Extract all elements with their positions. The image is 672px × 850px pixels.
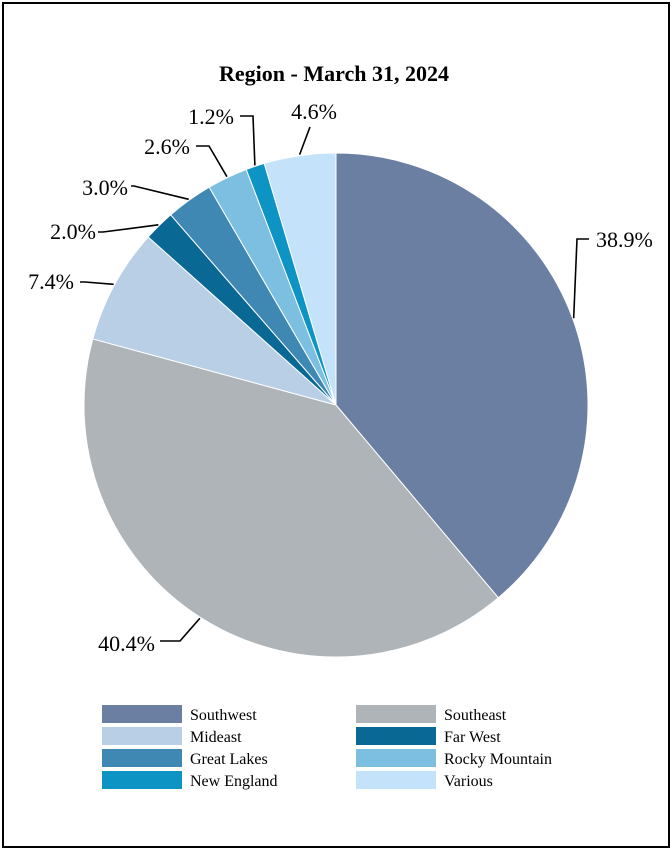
data-label-rocky-mountain: 2.6% — [144, 134, 190, 159]
legend-label-rocky-mountain: Rocky Mountain — [444, 751, 552, 768]
leader-line-great-lakes — [131, 185, 189, 201]
legend-item-southwest: Southwest — [102, 705, 257, 724]
data-label-southwest: 38.9% — [596, 227, 653, 252]
leader-lines — [80, 115, 589, 642]
leader-line-rocky-mountain — [196, 145, 228, 178]
legend-swatch-great-lakes — [102, 749, 182, 767]
leader-line-southwest — [572, 238, 589, 319]
leader-line-new-england — [240, 115, 256, 166]
legend-label-southwest: Southwest — [190, 707, 257, 724]
legend-swatch-southwest — [102, 705, 182, 723]
data-label-southeast: 40.4% — [98, 631, 155, 656]
leader-line-various — [298, 126, 311, 155]
chart-title: Region - March 31, 2024 — [219, 61, 449, 86]
legend-item-various: Various — [356, 771, 493, 790]
legend-label-new-england: New England — [190, 773, 278, 790]
pie-slice-mideast — [92, 236, 337, 406]
pie-slice-southwest — [335, 152, 589, 599]
data-label-great-lakes: 3.0% — [82, 175, 128, 200]
pie-slice-southeast — [83, 338, 500, 658]
data-label-mideast: 7.4% — [28, 269, 74, 294]
leader-line-far-west — [98, 224, 159, 233]
legend-label-southeast: Southeast — [444, 707, 507, 724]
legend-label-various: Various — [444, 773, 493, 790]
legend-label-far-west: Far West — [444, 729, 501, 746]
pie-slices — [83, 152, 589, 658]
legend-item-rocky-mountain: Rocky Mountain — [356, 749, 552, 768]
legend-swatch-various — [356, 771, 436, 789]
legend-swatch-new-england — [102, 771, 182, 789]
legend-label-mideast: Mideast — [190, 729, 242, 746]
legend-swatch-southeast — [356, 705, 436, 723]
leader-line-mideast — [80, 281, 114, 286]
data-labels: 38.9% 40.4% 7.4% 2.0% 3.0% 2.6% 1.2% 4.6% — [28, 99, 653, 656]
legend-label-great-lakes: Great Lakes — [190, 751, 268, 768]
data-label-far-west: 2.0% — [50, 219, 96, 244]
legend: Southwest Southeast Mideast Far West Great L… — [102, 705, 552, 790]
pie-slice-various — [263, 152, 337, 406]
legend-item-new-england: New England — [102, 771, 278, 790]
legend-item-far-west: Far West — [356, 727, 501, 746]
legend-item-mideast: Mideast — [102, 727, 242, 746]
legend-swatch-mideast — [102, 727, 182, 745]
legend-swatch-far-west — [356, 727, 436, 745]
legend-swatch-rocky-mountain — [356, 749, 436, 767]
data-label-various: 4.6% — [291, 99, 337, 124]
leader-line-southeast — [160, 617, 201, 642]
legend-item-southeast: Southeast — [356, 705, 507, 724]
legend-item-great-lakes: Great Lakes — [102, 749, 268, 768]
data-label-new-england: 1.2% — [188, 104, 234, 129]
